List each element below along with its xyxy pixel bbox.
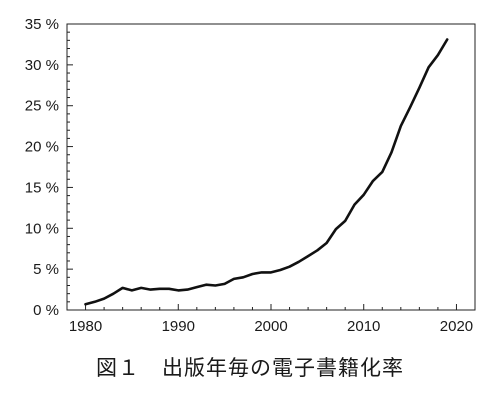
series-line (84, 38, 449, 306)
x-tick-label: 1990 (162, 318, 195, 335)
y-tick-label: 30 % (25, 57, 59, 74)
line-chart: 1980 1990 2000 2010 2020 0 % 5 % 10 % 15 % 20 % 2… (25, 16, 476, 335)
y-tick-label: 25 % (25, 98, 59, 115)
plot-frame (66, 23, 476, 311)
x-tick-label: 1980 (69, 318, 102, 335)
y-tick-label: 5 % (33, 261, 59, 278)
y-tick-label: 10 % (25, 220, 59, 237)
y-tick-label: 0 % (33, 302, 59, 319)
y-tick-label: 15 % (25, 179, 59, 196)
x-tick-label: 2020 (440, 318, 473, 335)
y-tick-label: 35 % (25, 16, 59, 33)
x-tick-label: 2010 (347, 318, 380, 335)
figure-caption: 図１ 出版年毎の電子書籍化率 (96, 356, 404, 380)
y-axis: 0 % 5 % 10 % 15 % 20 % 25 % 30 % 35 % (25, 16, 73, 319)
x-tick-label: 2000 (254, 318, 287, 335)
x-axis: 1980 1990 2000 2010 2020 (69, 304, 473, 335)
y-tick-label: 20 % (25, 139, 59, 156)
